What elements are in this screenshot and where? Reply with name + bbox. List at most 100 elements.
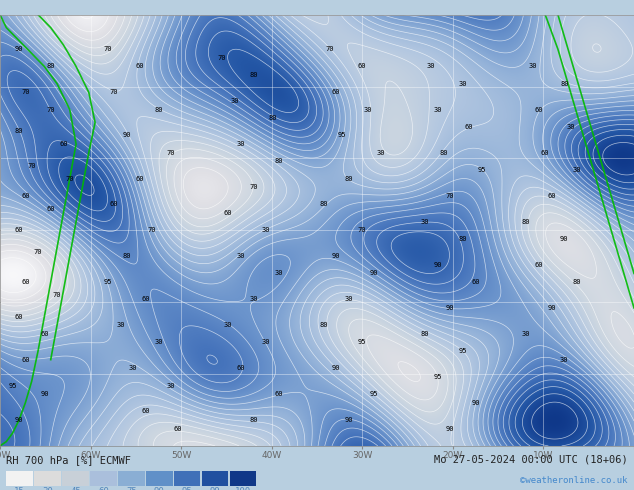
Bar (6, 471, 33, 486)
Text: 90: 90 (15, 417, 23, 423)
Text: 60: 60 (21, 357, 30, 363)
Text: 95: 95 (103, 279, 112, 285)
Text: 95: 95 (433, 374, 442, 380)
Text: 70: 70 (357, 227, 366, 233)
Text: 70: 70 (53, 292, 61, 298)
Text: 80: 80 (46, 63, 55, 70)
Text: 60: 60 (110, 201, 119, 207)
Text: 60: 60 (236, 365, 245, 371)
Text: 95: 95 (357, 340, 366, 345)
Text: 60: 60 (534, 106, 543, 113)
Text: 95: 95 (338, 132, 347, 139)
Text: 80: 80 (560, 81, 569, 87)
Text: 30: 30 (236, 253, 245, 259)
Text: 30: 30 (262, 340, 271, 345)
Text: 60: 60 (173, 426, 182, 432)
Text: ©weatheronline.co.uk: ©weatheronline.co.uk (520, 476, 628, 485)
Text: 90: 90 (433, 262, 442, 268)
Text: 80: 80 (268, 115, 277, 121)
Text: 30: 30 (262, 227, 271, 233)
Text: 60: 60 (534, 262, 543, 268)
Text: 95: 95 (182, 488, 193, 490)
Text: 99: 99 (210, 488, 221, 490)
Text: 70: 70 (65, 175, 74, 182)
Text: 90: 90 (370, 270, 378, 276)
Text: 60: 60 (21, 279, 30, 285)
Text: 70: 70 (167, 149, 176, 156)
Bar (174, 471, 200, 486)
Bar (90, 471, 117, 486)
Text: 80: 80 (344, 175, 353, 182)
Text: 90: 90 (122, 132, 131, 139)
Bar (202, 471, 228, 486)
Text: 100: 100 (235, 488, 251, 490)
Text: 30: 30 (116, 322, 125, 328)
Text: 70: 70 (21, 89, 30, 96)
Text: 90: 90 (560, 236, 569, 242)
Text: 90: 90 (471, 400, 480, 406)
Text: 60: 60 (141, 408, 150, 415)
Text: 70: 70 (27, 163, 36, 169)
Text: 30: 30 (167, 383, 176, 389)
Text: 95: 95 (458, 348, 467, 354)
Text: 90: 90 (332, 365, 340, 371)
Text: 30: 30 (427, 63, 436, 70)
Text: Mo 27-05-2024 00:00 UTC (18+06): Mo 27-05-2024 00:00 UTC (18+06) (434, 455, 628, 465)
Text: 60: 60 (15, 314, 23, 319)
Text: 80: 80 (249, 417, 258, 423)
Text: 70: 70 (325, 46, 334, 52)
Text: 30: 30 (363, 106, 372, 113)
Text: 80: 80 (319, 322, 328, 328)
Text: 90: 90 (15, 46, 23, 52)
Text: 70: 70 (446, 193, 455, 199)
Text: 60: 60 (21, 193, 30, 199)
Text: 60: 60 (547, 193, 556, 199)
Text: 30: 30 (433, 106, 442, 113)
Text: 30: 30 (376, 149, 385, 156)
Text: 70: 70 (103, 46, 112, 52)
Bar (62, 471, 89, 486)
Text: 95: 95 (370, 391, 378, 397)
Text: RH 700 hPa [%] ECMWF: RH 700 hPa [%] ECMWF (6, 455, 131, 465)
Text: 30: 30 (528, 63, 537, 70)
Text: 70: 70 (46, 106, 55, 113)
Text: 80: 80 (439, 149, 448, 156)
Text: 60: 60 (40, 331, 49, 337)
Text: 30: 30 (42, 488, 53, 490)
Text: 30: 30 (522, 331, 531, 337)
Text: 60: 60 (15, 227, 23, 233)
Text: 30: 30 (420, 219, 429, 225)
Text: 70: 70 (34, 249, 42, 255)
Text: 70: 70 (217, 55, 226, 61)
Text: 60: 60 (141, 296, 150, 302)
Text: 60: 60 (46, 206, 55, 212)
Bar (230, 471, 256, 486)
Text: 60: 60 (357, 63, 366, 70)
Text: 90: 90 (344, 417, 353, 423)
Text: 60: 60 (59, 141, 68, 147)
Text: 30: 30 (224, 322, 233, 328)
Text: 80: 80 (122, 253, 131, 259)
Text: 70: 70 (148, 227, 157, 233)
Text: 60: 60 (465, 124, 474, 130)
Text: 80: 80 (249, 72, 258, 78)
Text: 15: 15 (15, 488, 25, 490)
Text: 90: 90 (154, 488, 165, 490)
Text: 30: 30 (344, 296, 353, 302)
Text: 90: 90 (40, 391, 49, 397)
Text: 60: 60 (541, 149, 550, 156)
Text: 80: 80 (275, 158, 283, 164)
Text: 30: 30 (230, 98, 239, 104)
Text: 95: 95 (477, 167, 486, 173)
Text: 70: 70 (110, 89, 119, 96)
Text: 60: 60 (275, 391, 283, 397)
Text: 90: 90 (547, 305, 556, 311)
Text: 30: 30 (154, 340, 163, 345)
Text: 80: 80 (319, 201, 328, 207)
Text: 80: 80 (154, 106, 163, 113)
Text: 80: 80 (15, 128, 23, 134)
Text: 30: 30 (275, 270, 283, 276)
Text: 45: 45 (70, 488, 81, 490)
Text: 30: 30 (560, 357, 569, 363)
Text: 30: 30 (129, 365, 138, 371)
